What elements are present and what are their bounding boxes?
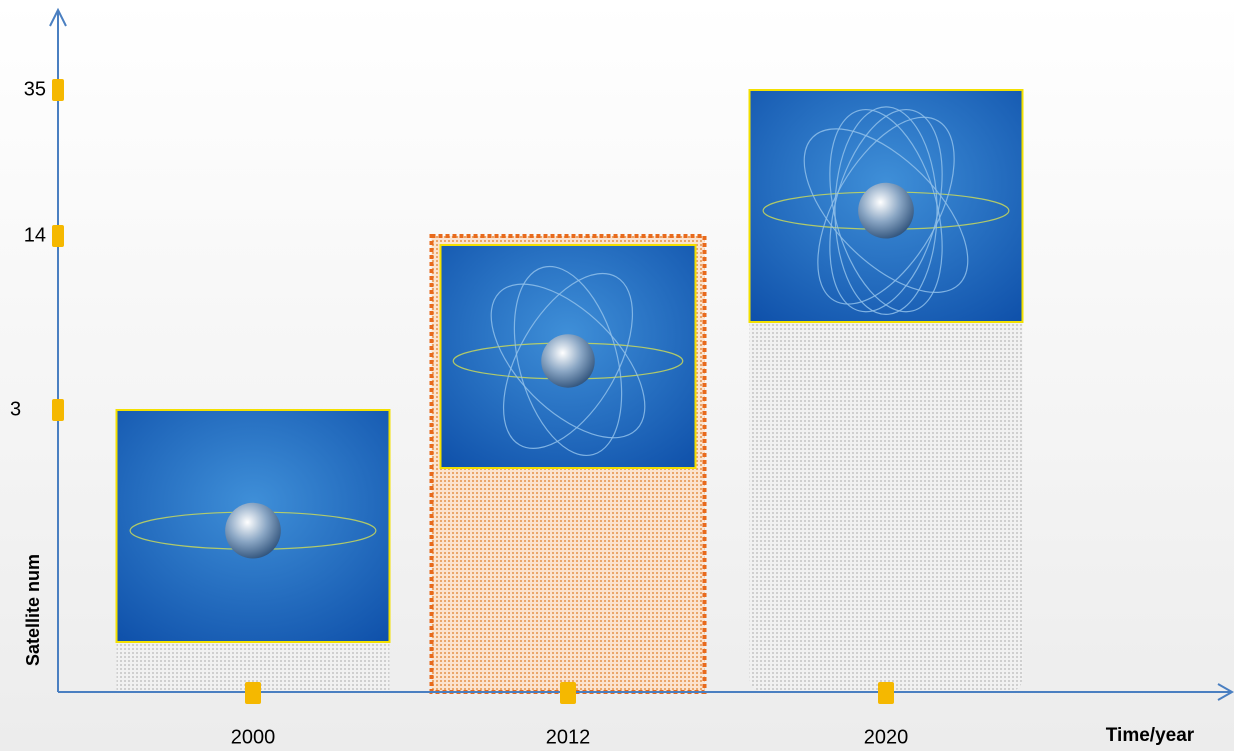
scene-orbit bbox=[829, 108, 943, 313]
scene-orbit bbox=[803, 128, 969, 293]
bar-group bbox=[115, 409, 391, 692]
bar-group bbox=[748, 89, 1024, 692]
x-tick-mark bbox=[560, 682, 576, 704]
y-tick-label: 35 bbox=[24, 78, 46, 100]
x-axis-label: Time/year bbox=[1106, 725, 1195, 746]
bar-group bbox=[429, 234, 707, 694]
scene-orbit bbox=[817, 116, 955, 305]
x-tick-mark bbox=[245, 682, 261, 704]
y-tick-mark bbox=[52, 79, 64, 101]
y-tick-label: 3 bbox=[10, 398, 21, 420]
scene-globe bbox=[858, 182, 914, 239]
x-tick-label: 2012 bbox=[546, 726, 591, 748]
x-tick-label: 2020 bbox=[864, 726, 909, 748]
y-axis-label: Satellite num bbox=[23, 554, 43, 666]
y-tick-label: 14 bbox=[24, 224, 46, 246]
y-tick-mark bbox=[52, 399, 64, 421]
y-axis-arrow bbox=[49, 7, 67, 27]
scene-orbit bbox=[502, 272, 634, 449]
scene-orbit bbox=[829, 108, 943, 313]
x-axis-arrow bbox=[1217, 683, 1234, 701]
x-tick-mark bbox=[878, 682, 894, 704]
scene-orbit bbox=[834, 106, 938, 315]
scene-sky bbox=[115, 409, 391, 643]
scene-globe bbox=[541, 334, 595, 388]
scene-orbit bbox=[490, 283, 646, 439]
x-tick-label: 2000 bbox=[231, 726, 276, 748]
scene-orbit bbox=[513, 265, 623, 457]
y-tick-mark bbox=[52, 225, 64, 247]
plot-area bbox=[115, 89, 1024, 694]
scene-globe bbox=[225, 502, 281, 559]
